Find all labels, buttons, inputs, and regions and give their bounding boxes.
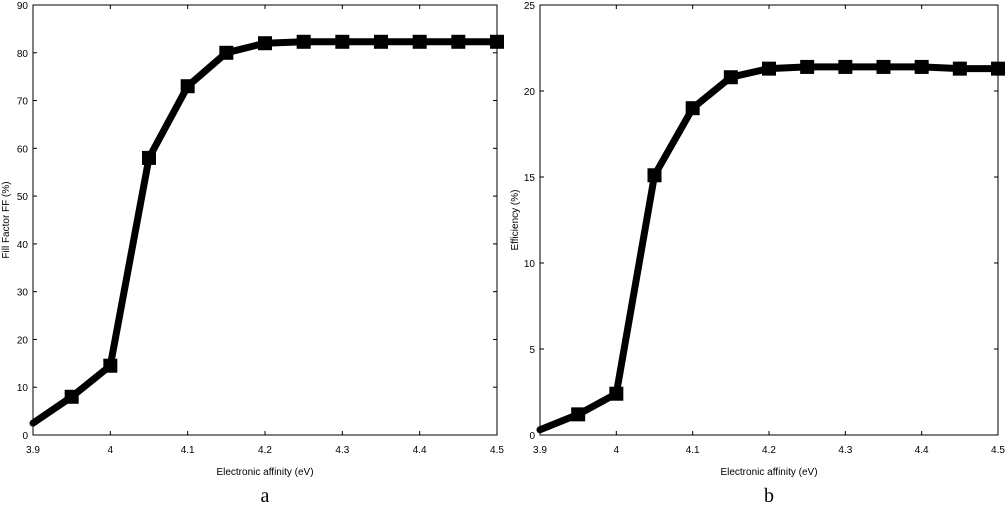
data-point-marker xyxy=(219,45,234,60)
data-point-marker xyxy=(914,59,929,74)
y-axis-label: Fill Factor FF (%) xyxy=(1,181,12,258)
y-tick-label: 90 xyxy=(17,1,29,12)
y-tick-label: 50 xyxy=(17,192,29,203)
data-point-marker xyxy=(374,34,388,49)
data-point-marker xyxy=(800,59,815,74)
data-point-marker xyxy=(952,61,967,76)
data-point-marker xyxy=(490,34,504,49)
x-axis-label: Electronic affinity (eV) xyxy=(216,467,313,478)
chart-panel-b: 3.9 4 4.1 4.2 4.3 4.4 4.5 0 5 10 15 20 25 Electronic … xyxy=(510,1,1005,506)
y-tick-label: 70 xyxy=(17,97,29,108)
data-point-marker xyxy=(142,150,156,165)
x-tick-label: 4 xyxy=(614,445,620,456)
data-point-marker xyxy=(876,59,891,74)
panel-label: a xyxy=(261,485,270,506)
x-tick-label: 3.9 xyxy=(26,445,40,456)
x-tick-label: 4.4 xyxy=(413,445,427,456)
y-tick-label: 40 xyxy=(17,240,29,251)
y-tick-label: 10 xyxy=(524,259,536,270)
y-tick-label: 20 xyxy=(17,335,29,346)
y-tick-label: 10 xyxy=(17,383,29,394)
x-tick-label: 4.3 xyxy=(335,445,349,456)
y-tick-label: 30 xyxy=(17,288,29,299)
x-tick-label: 4.1 xyxy=(181,445,195,456)
x-tick-label: 3.9 xyxy=(533,445,547,456)
x-tick-label: 4 xyxy=(108,445,114,456)
data-point-marker xyxy=(103,358,118,373)
data-point-marker xyxy=(571,407,586,422)
data-point-marker xyxy=(991,61,1005,76)
chart-panel-a: 3.9 4 4.1 4.2 4.3 4.4 4.5 0 10 20 30 40 50 60 70 80 90 El… xyxy=(1,1,504,506)
x-tick-label: 4.5 xyxy=(991,445,1005,456)
y-tick-label: 25 xyxy=(524,1,536,12)
data-point-marker xyxy=(647,168,662,183)
series-line xyxy=(29,38,501,427)
y-tick-label: 0 xyxy=(529,431,535,442)
x-tick-label: 4.2 xyxy=(258,445,272,456)
series-line xyxy=(536,63,1002,434)
x-tick-label: 4.1 xyxy=(686,445,700,456)
data-point-marker xyxy=(412,34,427,49)
y-tick-label: 60 xyxy=(17,144,29,155)
x-axis-label: Electronic affinity (eV) xyxy=(720,467,817,478)
y-axis-label: Efficiency (%) xyxy=(510,190,521,251)
y-tick-label: 0 xyxy=(22,431,28,442)
data-point-marker xyxy=(609,386,624,401)
data-point-marker xyxy=(762,61,776,76)
x-tick-label: 4.5 xyxy=(490,445,504,456)
x-tick-label: 4.4 xyxy=(915,445,929,456)
data-point-marker xyxy=(451,34,466,49)
y-tick-label: 15 xyxy=(524,173,536,184)
y-tick-label: 20 xyxy=(524,87,536,98)
data-point-marker xyxy=(180,79,195,94)
data-point-marker xyxy=(838,59,853,74)
data-point-marker xyxy=(685,101,700,116)
data-point-marker xyxy=(335,34,350,49)
x-tick-label: 4.3 xyxy=(838,445,852,456)
data-point-marker xyxy=(258,36,272,51)
data-point-marker xyxy=(296,34,311,49)
y-tick-label: 5 xyxy=(529,345,535,356)
y-tick-label: 80 xyxy=(17,49,29,60)
data-point-marker xyxy=(723,70,738,85)
panel-label: b xyxy=(764,485,774,506)
x-tick-label: 4.2 xyxy=(762,445,776,456)
data-point-marker xyxy=(64,389,79,404)
